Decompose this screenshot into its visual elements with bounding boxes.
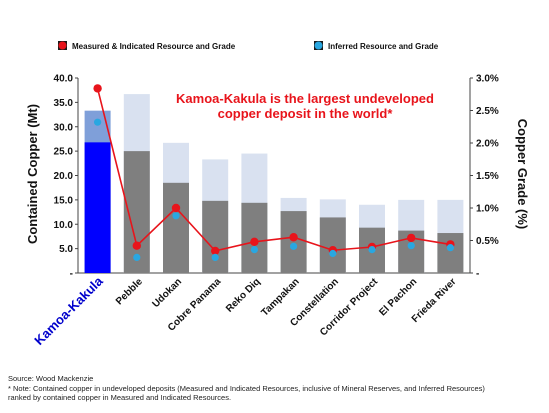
- source-note: Source: Wood Mackenzie: [8, 374, 94, 383]
- grade-point-inferred: [290, 242, 298, 250]
- y-axis-title: Contained Copper (Mt): [25, 104, 40, 244]
- y-tick-label: 30.0: [54, 122, 74, 133]
- y-tick-label: 5.0: [59, 244, 73, 255]
- y2-tick-label: 3.0%: [476, 74, 499, 85]
- y2-tick-label: 2.0%: [476, 139, 499, 150]
- y-tick-label: -: [70, 269, 73, 280]
- category-label: Kamoa-Kakula: [31, 273, 106, 348]
- category-label: El Pachon: [377, 276, 419, 318]
- annotation-line-1: Kamoa-Kakula is the largest undeveloped: [176, 91, 434, 106]
- bar-measured: [319, 217, 346, 273]
- legend-inferred-marker: [314, 41, 323, 50]
- y-tick-label: 40.0: [54, 74, 74, 85]
- grade-point-inferred: [368, 246, 376, 254]
- bar-measured: [280, 211, 307, 273]
- y2-tick-label: 1.5%: [476, 171, 499, 182]
- grade-point-measured: [289, 233, 298, 242]
- grade-point-measured: [250, 237, 259, 246]
- grade-point-measured: [211, 246, 220, 256]
- bar-measured: [437, 233, 464, 273]
- grade-point-inferred: [329, 249, 337, 258]
- grade-point-measured: [93, 84, 102, 93]
- grade-point-inferred: [172, 212, 180, 220]
- grade-point-inferred: [211, 253, 219, 261]
- legend-measured-marker: [58, 41, 67, 50]
- category-label: Pebble: [114, 276, 145, 307]
- grade-point-measured: [132, 241, 141, 250]
- y2-tick-label: 1.0%: [476, 204, 499, 215]
- grade-point-inferred: [250, 246, 258, 254]
- annotation-line-2: copper deposit in the world*: [218, 106, 394, 121]
- y2-tick-label: 2.5%: [476, 106, 499, 117]
- legend: Measured & Indicated Resource and Grade …: [58, 41, 439, 51]
- y-tick-label: 25.0: [54, 147, 74, 158]
- footnote-line-2: ranked by contained copper in Measured a…: [8, 393, 232, 402]
- legend-inferred-label: Inferred Resource and Grade: [328, 42, 439, 51]
- grade-point-inferred: [446, 244, 454, 252]
- category-label: Udokan: [150, 276, 184, 310]
- grade-point-inferred: [407, 242, 415, 250]
- y2-tick-label: 0.5%: [476, 236, 499, 247]
- grade-point-measured: [171, 203, 181, 213]
- grade-point-measured: [407, 233, 416, 243]
- bar-measured: [202, 200, 229, 273]
- category-label: Reko Diq: [224, 276, 262, 314]
- y-tick-label: 35.0: [54, 98, 74, 109]
- y-tick-label: 10.0: [54, 220, 74, 231]
- grade-point-inferred: [133, 253, 141, 261]
- footnote-line-1: * Note: Contained copper in undeveloped …: [8, 384, 485, 393]
- bar-measured: [84, 142, 111, 273]
- category-label: Tampakan: [259, 276, 301, 318]
- y-tick-label: 20.0: [54, 171, 74, 182]
- grade-line: [96, 88, 451, 252]
- y-tick-label: 15.0: [54, 195, 74, 206]
- legend-measured-label: Measured & Indicated Resource and Grade: [72, 42, 236, 51]
- y2-axis-title: Copper Grade (%): [515, 119, 530, 230]
- y2-tick-label: -: [476, 269, 479, 280]
- bar-measured: [163, 182, 189, 273]
- grade-point-inferred: [94, 118, 102, 126]
